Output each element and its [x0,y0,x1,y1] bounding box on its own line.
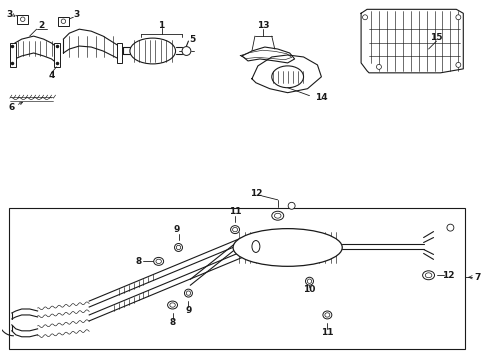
Bar [117,43,122,63]
Ellipse shape [167,301,177,309]
Ellipse shape [169,303,175,307]
Text: 8: 8 [169,318,175,327]
Text: 12: 12 [249,189,262,198]
Ellipse shape [251,240,259,252]
Ellipse shape [176,245,181,249]
Bar [17,15,28,24]
Bar [10,43,16,67]
Ellipse shape [230,226,239,234]
Text: 8: 8 [135,257,142,266]
Text: 11: 11 [321,328,333,337]
Text: 10: 10 [303,285,315,294]
Bar [9,208,464,349]
Text: 1: 1 [158,21,164,30]
Ellipse shape [306,279,311,283]
Ellipse shape [422,271,434,280]
Ellipse shape [232,228,237,232]
Text: 5: 5 [189,35,195,44]
Ellipse shape [174,243,182,251]
Text: 14: 14 [314,93,327,102]
Text: 2: 2 [39,21,44,30]
Text: 9: 9 [185,306,191,315]
Ellipse shape [186,291,190,295]
Text: 13: 13 [257,21,269,30]
Ellipse shape [130,38,175,64]
Text: 4: 4 [48,71,55,80]
Circle shape [287,202,294,209]
Circle shape [61,19,65,23]
Circle shape [362,15,367,20]
Text: 15: 15 [429,33,442,42]
Ellipse shape [324,313,329,317]
Ellipse shape [425,273,431,278]
Circle shape [455,15,460,20]
Ellipse shape [305,277,313,285]
Ellipse shape [233,229,342,266]
Circle shape [376,64,381,69]
Ellipse shape [156,259,161,264]
Text: 3: 3 [73,10,79,19]
Text: 9: 9 [173,225,180,234]
Ellipse shape [271,66,303,88]
Text: 3: 3 [7,10,13,19]
Ellipse shape [274,213,281,218]
Ellipse shape [153,257,163,265]
Text: 6: 6 [9,103,15,112]
Circle shape [20,17,25,22]
Circle shape [446,224,453,231]
Ellipse shape [271,211,283,220]
Bar [54,43,61,67]
Circle shape [455,62,460,67]
Ellipse shape [322,311,331,319]
Text: 12: 12 [441,271,454,280]
Circle shape [182,46,190,55]
Bar [58,17,69,26]
Text: 11: 11 [228,207,241,216]
Ellipse shape [184,289,192,297]
Text: 7: 7 [473,273,479,282]
